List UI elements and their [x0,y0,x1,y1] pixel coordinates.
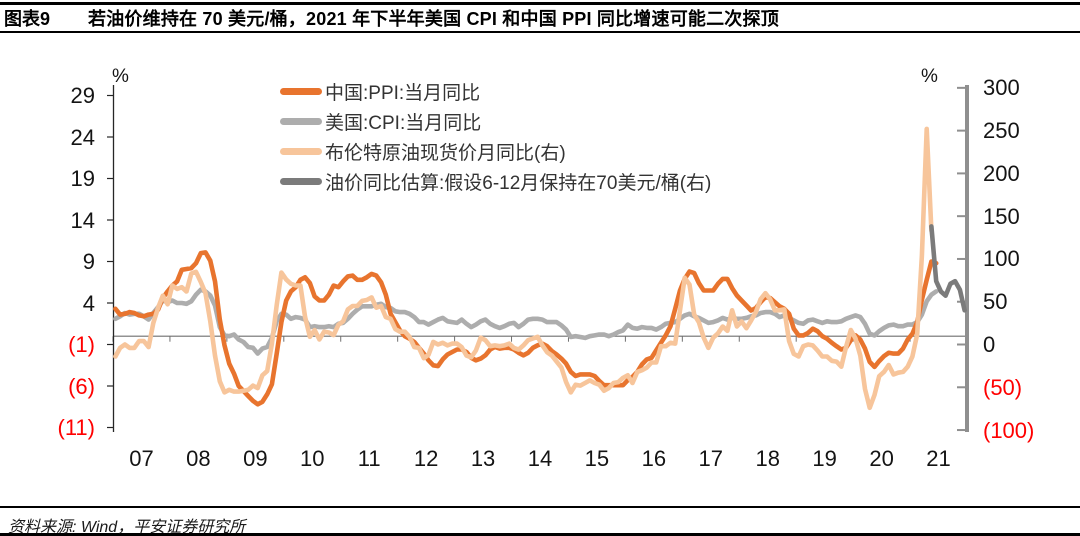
x-axis-year-label: 13 [470,446,496,471]
legend-label: 中国:PPI:当月同比 [325,82,481,104]
left-axis-unit: % [112,66,129,87]
series-line [929,224,967,313]
figure-footer: 资料来源: Wind，平安证券研究所 [0,506,1080,536]
chart-area: % % 29 24 19 14 9 4 (1) (6) (11) 300 250 200 150 100… [0,36,1080,506]
left-axis-tick-label: 19 [70,166,95,191]
series-line [113,126,934,411]
x-axis-year-label: 20 [869,446,894,471]
left-axis-tick-label: 4 [82,290,95,316]
x-axis-year-label: 09 [243,446,268,471]
legend-line-swatch [280,117,322,125]
x-axis-year-label: 18 [755,446,780,471]
series-line [113,287,939,356]
left-axis-tick-label: (6) [68,373,95,399]
left-axis-tick-label: (11) [57,415,96,440]
right-axis-unit: % [921,66,938,87]
right-axis-tick-label: (50) [983,374,1023,400]
x-axis-year-label: 21 [926,446,951,471]
right-axis-tick-label: 200 [983,160,1020,186]
x-axis-year-label: 16 [641,446,667,471]
x-axis-year-label: 17 [698,446,724,471]
left-axis-tick-label: 29 [70,83,95,108]
left-axis-tick-label: 14 [70,207,95,233]
line-chart-plot [107,85,969,432]
legend-line-swatch [280,87,322,95]
figure-number: 图表9 [4,9,51,29]
legend-line-swatch [280,177,322,185]
right-axis-tick-label: 100 [983,246,1020,272]
chart-legend: 中国:PPI:当月同比 美国:CPI:当月同比布伦特原油现货价月同比(右) 油价同比… [280,76,711,196]
legend-label: 美国:CPI:当月同比 [325,112,482,134]
legend-line-swatch [280,147,322,155]
legend-item: 中国:PPI:当月同比 [280,76,711,106]
legend-label: 布伦特原油现货价月同比(右) [325,142,566,164]
legend-item: 布伦特原油现货价月同比(右) [280,136,711,166]
right-axis-tick-label: 50 [983,289,1008,315]
legend-item: 油价同比估算:假设6-12月保持在70美元/桶(右) [280,166,711,196]
left-axis-tick-label: (1) [68,332,95,357]
legend-label: 油价同比估算:假设6-12月保持在70美元/桶(右) [325,172,712,194]
figure-title: 若油价维持在 70 美元/桶，2021 年下半年美国 CPI 和中国 PPI 同… [88,9,779,29]
series-line [113,250,939,407]
x-axis-year-label: 15 [584,446,610,471]
right-axis-tick-label: (100) [983,417,1035,443]
source-note: 资料来源: Wind，平安证券研究所 [8,519,246,536]
legend-item: 美国:CPI:当月同比 [280,106,711,136]
left-axis-tick-label: 24 [70,124,95,150]
x-axis-year-label: 07 [129,446,154,471]
right-axis-tick-label: 150 [983,203,1020,229]
figure-header: 图表9 若油价维持在 70 美元/桶，2021 年下半年美国 CPI 和中国 P… [0,2,1080,33]
left-axis-tick-label: 9 [82,249,95,274]
x-axis-year-label: 14 [527,446,553,471]
right-axis-tick-label: 250 [983,118,1020,144]
x-axis-year-label: 12 [413,446,439,471]
x-axis-year-label: 11 [357,446,381,471]
right-axis-tick-label: 300 [983,75,1020,101]
right-axis-tick-label: 0 [983,332,996,357]
x-axis-year-label: 08 [186,446,211,471]
x-axis-year-label: 10 [300,446,325,471]
x-axis-year-label: 19 [812,446,837,471]
